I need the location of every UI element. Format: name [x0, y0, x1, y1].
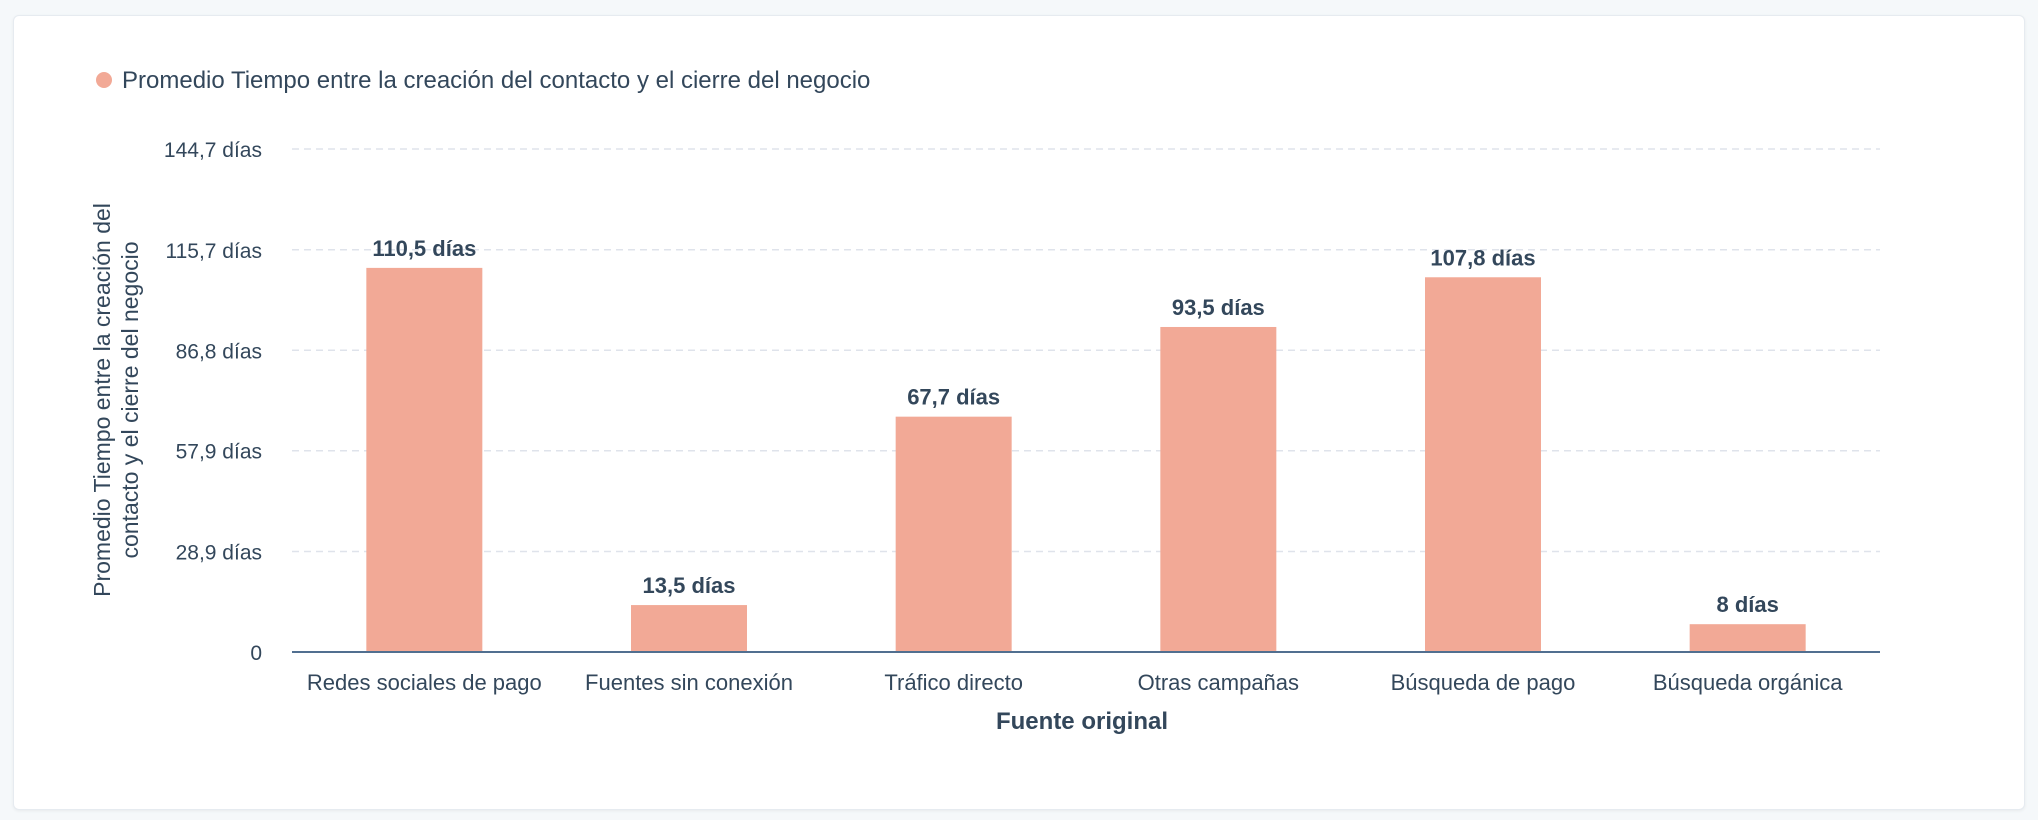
x-axis-title: Fuente original — [996, 708, 1168, 735]
y-tick-label: 57,9 días — [176, 441, 262, 464]
y-axis-title-line: contacto y el cierre del negocio — [117, 241, 143, 558]
x-category-label: Búsqueda orgánica — [1653, 670, 1843, 695]
data-labels: 110,5 días 13,5 días 67,7 días 93,5 días 107… — [372, 236, 1779, 617]
x-axis-categories: Redes sociales de pago Fuentes sin conexi… — [307, 670, 1843, 695]
chart-card — [13, 15, 2025, 810]
legend[interactable]: Promedio Tiempo entre la creación del co… — [96, 67, 870, 94]
bars — [366, 267, 1806, 652]
bar[interactable] — [1425, 277, 1541, 652]
x-category-label: Tráfico directo — [884, 670, 1023, 695]
bar[interactable] — [631, 605, 747, 652]
bar-value-label: 93,5 días — [1172, 295, 1265, 320]
x-category-label: Búsqueda de pago — [1391, 670, 1576, 695]
y-axis-title: Promedio Tiempo entre la creación delcon… — [89, 203, 143, 597]
bar[interactable] — [895, 416, 1012, 652]
y-tick-label: 144,7 días — [164, 139, 262, 162]
legend-label: Promedio Tiempo entre la creación del co… — [122, 67, 870, 94]
gridlines — [292, 148, 1880, 553]
bar[interactable] — [366, 267, 483, 652]
bar[interactable] — [1160, 326, 1277, 652]
y-axis-ticks: 0 28,9 días 57,9 días 86,8 días 115,7 días 14… — [164, 139, 262, 665]
y-tick-label: 0 — [250, 642, 262, 665]
y-tick-label: 115,7 días — [165, 240, 262, 263]
bar[interactable] — [1689, 624, 1806, 652]
bar-value-label: 107,8 días — [1430, 245, 1535, 270]
y-tick-label: 28,9 días — [176, 542, 262, 565]
x-category-label: Redes sociales de pago — [307, 670, 542, 695]
bar-value-label: 13,5 días — [643, 573, 736, 598]
bar-value-label: 8 días — [1716, 592, 1778, 617]
y-tick-label: 86,8 días — [176, 340, 262, 363]
y-axis-title-line: Promedio Tiempo entre la creación del — [89, 203, 115, 597]
legend-dot — [96, 72, 112, 88]
x-category-label: Otras campañas — [1138, 670, 1299, 695]
x-category-label: Fuentes sin conexión — [585, 670, 793, 695]
bar-value-label: 110,5 días — [372, 236, 476, 261]
bar-value-label: 67,7 días — [907, 385, 1000, 410]
